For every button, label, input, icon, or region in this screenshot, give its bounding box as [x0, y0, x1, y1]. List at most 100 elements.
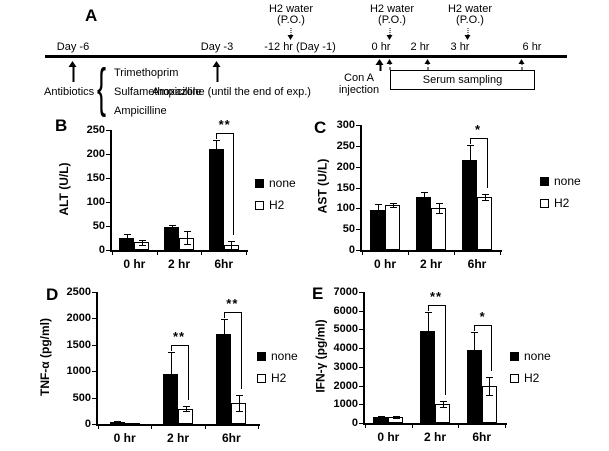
error-bar-cap — [168, 230, 176, 232]
y-tick-label: 300 — [336, 119, 355, 131]
error-bar-cap — [481, 200, 489, 202]
significance-bracket — [170, 344, 172, 351]
y-tick-mark — [356, 208, 360, 210]
dashed-up-arrow-icon — [424, 59, 433, 70]
error-bar — [484, 193, 486, 201]
significance-bracket — [233, 132, 235, 235]
dashed-up-arrow-icon — [386, 59, 395, 70]
y-tick-label: 0 — [98, 244, 105, 256]
y-tick-mark — [92, 318, 96, 320]
x-category-label: 2 hr — [423, 430, 447, 444]
y-axis-line — [360, 125, 362, 252]
y-tick-mark — [359, 310, 363, 312]
y-tick-mark — [359, 292, 363, 293]
y-tick-label: 150 — [86, 172, 105, 184]
y-tick-label: 0 — [348, 244, 355, 256]
panel-letter: E — [312, 284, 324, 303]
x-axis-line — [110, 250, 248, 252]
significance-bracket — [474, 325, 492, 327]
legend-swatch-H2 — [540, 199, 549, 208]
legend-label-H2: H2 — [554, 196, 570, 210]
error-bar-cap — [374, 216, 382, 218]
timeline-tick-0hr: 0 hr — [371, 41, 391, 53]
x-category-label: 0 hr — [123, 257, 146, 271]
error-bar — [126, 234, 128, 242]
y-tick-mark — [92, 344, 96, 346]
error-bar-cap — [168, 224, 176, 226]
significance-bracket — [223, 312, 241, 314]
x-tick-mark — [151, 426, 153, 429]
y-tick-mark — [359, 348, 363, 350]
y-tick-mark — [106, 178, 110, 179]
error-bar-cap — [228, 249, 236, 251]
y-tick-label: 5000 — [333, 323, 358, 336]
error-bar-cap — [471, 332, 479, 334]
solid-up-arrow-icon — [375, 59, 385, 71]
y-tick-mark — [356, 166, 360, 168]
x-category-label: 6hr — [214, 257, 233, 271]
y-tick-mark — [92, 292, 96, 293]
error-bar-cap — [389, 202, 397, 204]
error-bar-cap — [424, 350, 432, 352]
x-tick-mark — [362, 252, 363, 255]
antibiotics-label: Antibiotics — [44, 86, 95, 98]
error-bar-cap — [235, 394, 243, 396]
y-tick-mark — [356, 125, 360, 126]
error-bar-cap — [114, 423, 122, 425]
error-bar — [442, 401, 444, 408]
error-bar-cap — [486, 376, 494, 378]
y-tick-mark — [92, 424, 96, 425]
y-tick-mark — [92, 371, 96, 373]
legend-label-H2: H2 — [524, 371, 540, 385]
significance-bracket — [444, 304, 446, 396]
h2-water-label: H2 water (P.O.) — [447, 3, 493, 26]
solid-up-arrow-icon — [68, 61, 78, 82]
error-bar-cap — [138, 244, 146, 246]
legend-swatch-H2 — [257, 374, 266, 383]
error-bar — [185, 406, 187, 412]
significance-bracket — [427, 304, 429, 311]
x-category-label: 2 hr — [166, 431, 190, 445]
legend-label-none: none — [524, 349, 551, 363]
y-tick-label: 1000 — [333, 398, 358, 411]
bar-none — [370, 210, 385, 250]
legend-swatch-none — [540, 177, 549, 186]
error-bar-cap — [183, 230, 191, 232]
error-bar-cap — [167, 351, 175, 353]
error-bar-cap — [183, 244, 191, 246]
y-axis-line — [96, 292, 98, 426]
timeline-tick-minus12hr: -12 hr (Day -1) — [264, 41, 336, 53]
timeline-tick-day-3: Day -3 — [200, 41, 234, 53]
significance-label: * — [479, 309, 486, 325]
y-tick-label: 200 — [86, 148, 105, 160]
dashed-up-arrow-icon — [518, 59, 527, 70]
significance-bracket — [427, 304, 445, 306]
x-category-label: 6hr — [472, 430, 491, 444]
y-tick-label: 250 — [336, 139, 355, 152]
legend-label-none: none — [271, 349, 298, 363]
y-tick-label: 250 — [86, 124, 105, 136]
bar-H2 — [385, 205, 400, 250]
x-tick-mark — [365, 425, 366, 428]
panel-letter: B — [55, 116, 68, 135]
significance-label: ** — [218, 116, 231, 132]
error-bar-cap — [439, 401, 447, 403]
y-tick-label: 200 — [336, 160, 355, 173]
y-tick-label: 2000 — [66, 312, 91, 325]
bar-none — [216, 334, 232, 424]
y-tick-label: 50 — [92, 220, 105, 232]
error-bar — [223, 319, 225, 350]
x-category-label: 2 hr — [419, 257, 443, 271]
timeline-tick-day-6: Day -6 — [56, 41, 90, 53]
drug-sulfamethoxazole: Sulfamethoxazole — [114, 86, 202, 98]
error-bar-cap — [129, 422, 137, 424]
x-tick-mark — [98, 426, 99, 429]
dotted-down-arrow-icon — [464, 28, 473, 40]
error-bar-cap — [481, 193, 489, 195]
error-bar — [216, 139, 218, 159]
error-bar-cap — [220, 319, 228, 321]
legend-swatch-H2 — [510, 374, 519, 383]
y-axis-line — [363, 292, 365, 425]
y-tick-label: 1500 — [66, 338, 91, 351]
error-bar-cap — [213, 158, 221, 160]
